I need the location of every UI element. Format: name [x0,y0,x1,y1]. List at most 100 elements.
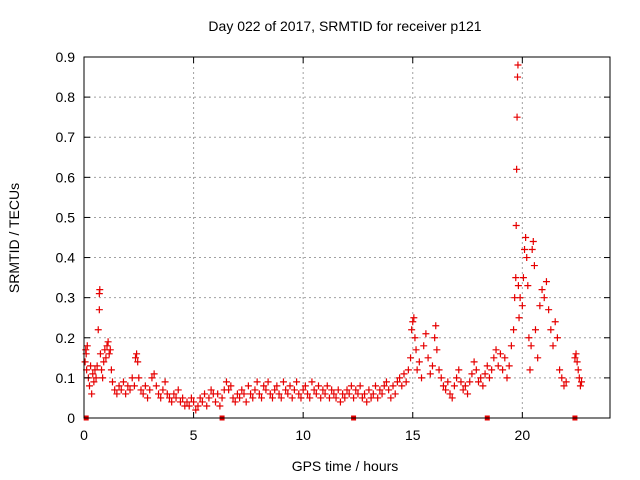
data-point [450,382,458,390]
data-point [367,394,375,402]
data-point [477,374,485,382]
data-point [135,374,143,382]
data-point [415,358,423,366]
data-point [571,354,579,362]
data-point [371,382,379,390]
data-point [378,390,386,398]
data-point [266,390,274,398]
data-point [503,374,511,382]
data-point [387,394,395,402]
data-point [404,366,412,374]
data-point [295,390,303,398]
data-point [426,370,434,378]
data-point [159,386,167,394]
data-point [424,354,432,362]
data-point [134,358,142,366]
data-point [358,394,366,402]
data-point [418,374,426,382]
data-point [545,306,553,314]
data-point [165,394,173,402]
data-point [288,394,296,402]
data-point [133,350,141,358]
data-point [410,314,418,322]
data-point [102,354,110,362]
data-point [542,278,550,286]
x-tick-label: 10 [295,427,311,443]
data-point [464,390,472,398]
data-point [389,382,397,390]
data-point [385,386,393,394]
data-point [179,394,187,402]
data-point [522,234,530,241]
data-point [95,306,103,314]
data-point [308,378,316,386]
y-tick-label: 0.8 [56,89,76,105]
data-point [231,398,239,406]
data-point [297,394,305,402]
data-point [573,358,581,366]
data-point [513,113,521,121]
data-point [236,394,244,402]
y-tick-label: 0.6 [56,169,76,185]
data-point [304,390,312,398]
data-point [437,374,445,382]
data-point [190,398,198,406]
data-point [111,386,119,394]
data-point [106,346,114,354]
data-point [88,390,96,398]
data-point [576,382,584,390]
data-point [264,378,272,386]
data-point [176,398,184,406]
data-point [435,366,443,374]
data-point [343,386,351,394]
data-point [512,221,520,229]
data-point [439,382,447,390]
data-point [247,390,255,398]
data-point [524,282,532,290]
data-point [306,394,314,402]
data-point [409,318,417,326]
data-point [113,390,121,398]
data-point [117,386,125,394]
data-point [115,382,123,390]
data-point [490,354,498,362]
data-point [275,390,283,398]
data-point [428,362,436,370]
data-point [94,326,102,334]
data-point [238,386,246,394]
data-point [214,390,222,398]
data-point [299,386,307,394]
data-point [183,398,191,406]
data-point [229,394,237,402]
data-point [137,386,145,394]
data-point [534,354,542,362]
data-point [312,390,320,398]
data-point [466,378,474,386]
y-tick-label: 0 [67,410,75,426]
data-point [194,402,202,410]
data-point [150,370,158,378]
data-point [240,390,248,398]
data-point [514,282,522,290]
data-point [334,386,342,394]
data-point [207,386,215,394]
data-point [81,358,89,366]
data-point [530,262,538,270]
data-point [161,378,169,386]
data-point [526,366,534,374]
chart-title: Day 022 of 2017, SRMTID for receiver p12… [208,18,481,34]
data-point [242,398,250,406]
data-point [93,362,101,370]
data-point [528,246,536,254]
data-point [560,382,568,390]
data-point [558,374,566,382]
data-point [507,342,515,350]
data-point [455,366,463,374]
data-point [301,382,309,390]
data-point [203,402,211,410]
data-point [92,374,100,382]
data-point [459,386,467,394]
data-point [212,398,219,406]
data-point [286,382,294,390]
